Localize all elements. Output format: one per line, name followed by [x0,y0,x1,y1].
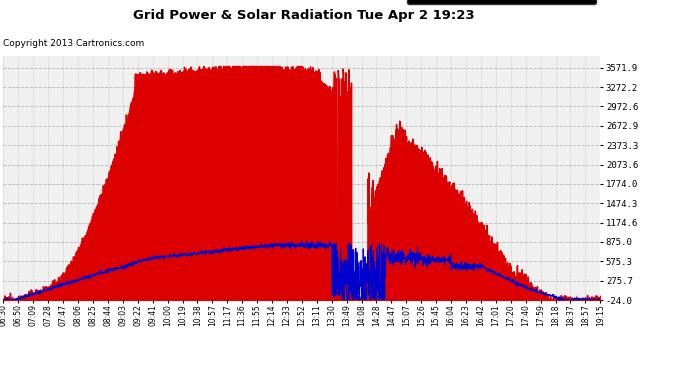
Legend: Radiation (w/m2), Grid (AC Watts): Radiation (w/m2), Grid (AC Watts) [407,0,595,4]
Text: Copyright 2013 Cartronics.com: Copyright 2013 Cartronics.com [3,39,145,48]
Text: Grid Power & Solar Radiation Tue Apr 2 19:23: Grid Power & Solar Radiation Tue Apr 2 1… [132,9,475,22]
